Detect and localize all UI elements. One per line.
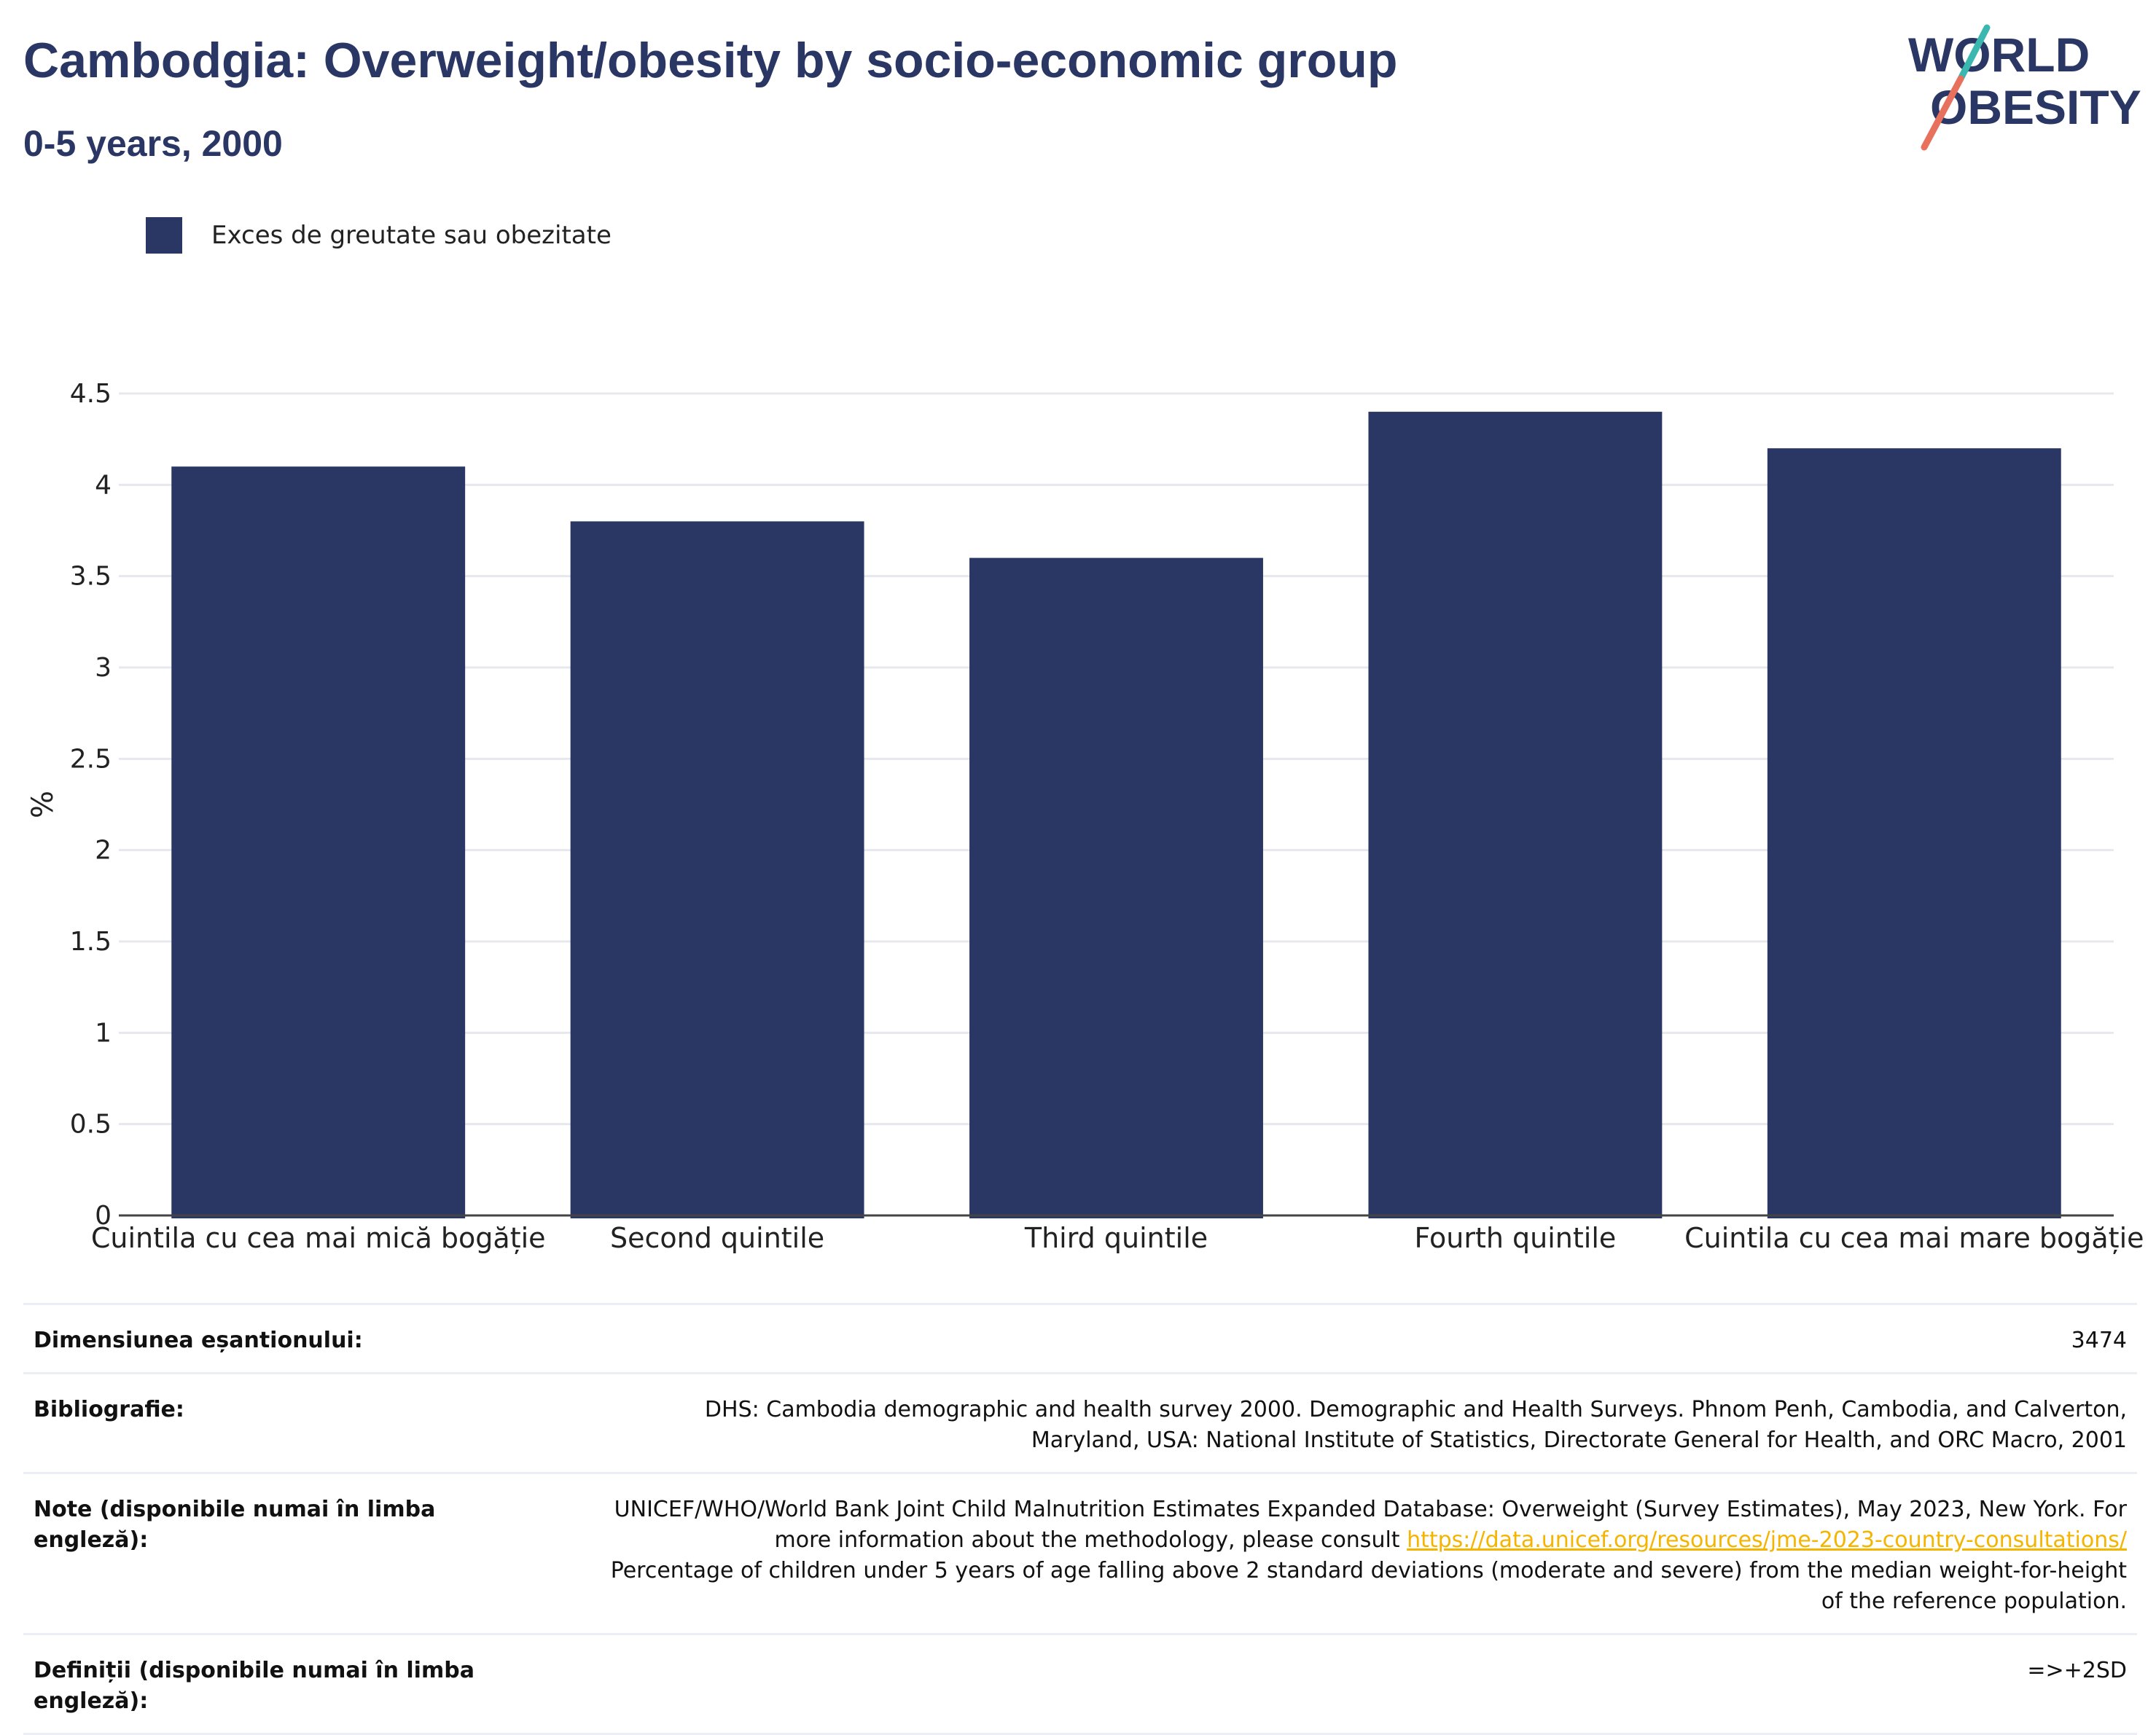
legend-label: Exces de greutate sau obezitate — [211, 221, 612, 250]
bar — [171, 466, 466, 1219]
y-tick-label: 4 — [95, 470, 112, 500]
y-tick-label: 0 — [95, 1201, 112, 1231]
logo-slash-teal — [1957, 24, 1991, 82]
y-tick-label: 1 — [95, 1018, 112, 1048]
legend-swatch — [146, 217, 182, 254]
notes-link[interactable]: https://data.unicef.org/resources/jme-20… — [1407, 1527, 2127, 1553]
sample-size-value: 3474 — [2071, 1328, 2127, 1353]
x-tick-label: Third quintile — [1024, 1222, 1208, 1254]
notes-text-2: Percentage of children under 5 years of … — [610, 1558, 2127, 1614]
y-tick-label: 2.5 — [70, 744, 112, 774]
notes-text-1: UNICEF/WHO/World Bank Joint Child Malnut… — [614, 1497, 2127, 1553]
y-tick-label: 3.5 — [70, 562, 112, 592]
y-tick-label: 3 — [95, 653, 112, 683]
x-tick-label: Cuintila cu cea mai mare bogăție — [1684, 1222, 2144, 1254]
logo-slash-coral — [1921, 75, 1964, 151]
info-row-definitions: Definiții (disponibile numai în limba en… — [23, 1633, 2137, 1735]
definitions-value: =>+2SD — [2027, 1658, 2127, 1683]
y-tick-label: 0.5 — [70, 1110, 112, 1140]
chart-subtitle: 0-5 years, 2000 — [23, 123, 283, 164]
x-tick-label: Cuintila cu cea mai mică bogăție — [91, 1222, 546, 1254]
logo-text-world: WORLD — [1908, 28, 2090, 82]
chart-title: Cambodgia: Overweight/obesity by socio-e… — [23, 33, 1398, 88]
y-tick-label: 1.5 — [70, 927, 112, 957]
bibliography-value: DHS: Cambodia demographic and health sur… — [704, 1397, 2127, 1453]
bar — [570, 521, 864, 1218]
bar-chart: 0 0.5 1 1.5 2 2.5 3 3.5 4 4.5 Cuintila cu cea mai … — [26, 379, 2144, 1254]
info-table: Dimensiunea eșantionului: 3474 Bibliogra… — [23, 1303, 2137, 1735]
notes-label: Note (disponibile numai în limba engleză… — [34, 1497, 436, 1553]
bar — [1368, 412, 1663, 1218]
definitions-label: Definiții (disponibile numai în limba en… — [34, 1658, 474, 1714]
y-axis-label: % — [26, 791, 60, 818]
y-tick-label: 4.5 — [70, 379, 112, 409]
y-tick-label: 2 — [95, 836, 112, 866]
info-row-sample-size: Dimensiunea eșantionului: 3474 — [23, 1303, 2137, 1372]
logo-text-obesity: OBESITY — [1930, 80, 2141, 134]
world-obesity-logo[interactable]: WORLD OBESITY — [1908, 22, 2141, 153]
x-tick-label: Second quintile — [610, 1222, 824, 1254]
bar — [1767, 448, 2061, 1219]
sample-size-label: Dimensiunea eșantionului: — [34, 1328, 363, 1353]
bar — [969, 557, 1263, 1218]
info-row-notes: Note (disponibile numai în limba engleză… — [23, 1472, 2137, 1633]
notes-value: UNICEF/WHO/World Bank Joint Child Malnut… — [596, 1495, 2127, 1617]
info-row-bibliography: Bibliografie: DHS: Cambodia demographic … — [23, 1372, 2137, 1472]
bibliography-label: Bibliografie: — [34, 1397, 184, 1422]
x-tick-label: Fourth quintile — [1415, 1222, 1617, 1254]
legend[interactable]: Exces de greutate sau obezitate — [146, 217, 612, 254]
